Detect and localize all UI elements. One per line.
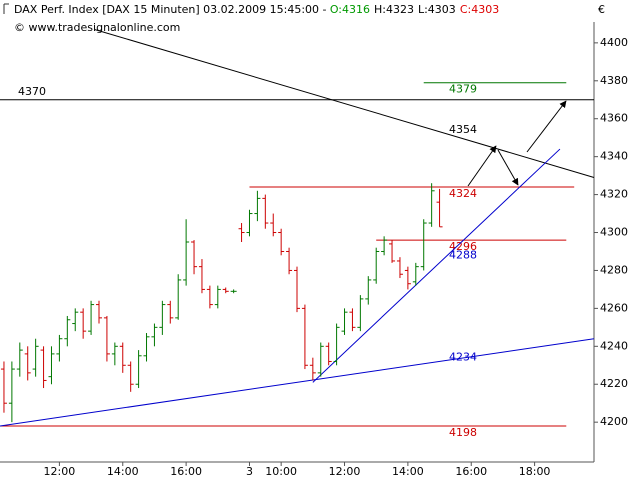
y-tick-label: 4200: [600, 415, 628, 428]
x-tick-label: 12:00: [329, 465, 361, 478]
y-tick-label: 4360: [600, 112, 628, 125]
level-label: 4296: [449, 240, 477, 253]
arrow: [526, 100, 567, 153]
level-label: 4370: [18, 85, 46, 98]
y-tick-label: 4280: [600, 263, 628, 276]
level-label: 4379: [449, 83, 477, 96]
y-tick-label: 4300: [600, 226, 628, 239]
ohlc-label: H:4323: [374, 3, 414, 16]
annotation: 4288: [449, 248, 477, 261]
chart-header: DAX Perf. Index [DAX 15 Minuten] 03.02.2…: [14, 3, 499, 16]
x-tick-label: 12:00: [44, 465, 76, 478]
y-tick-label: 4320: [600, 188, 628, 201]
chart-icon: [3, 3, 9, 14]
ohlc-label: C:4303: [460, 3, 499, 16]
trendline: [312, 148, 561, 383]
chart-subtitle: © www.tradesignalonline.com: [14, 21, 180, 34]
y-tick-label: 4400: [600, 36, 628, 49]
trendline: [0, 338, 595, 427]
x-tick-label: 16:00: [170, 465, 202, 478]
annotation: 4234: [449, 351, 477, 364]
chart-title: DAX Perf. Index [DAX 15 Minuten] 03.02.2…: [14, 3, 327, 16]
x-tick-label: 3: [246, 465, 253, 478]
x-tick-label: 14:00: [392, 465, 424, 478]
x-tick-label: 16:00: [455, 465, 487, 478]
annotation: 4354: [449, 123, 477, 136]
currency: €: [598, 3, 605, 16]
arrow: [467, 145, 497, 187]
trendline: [94, 29, 595, 178]
ohlc-label: O:4316: [330, 3, 370, 16]
x-tick-label: 18:00: [519, 465, 551, 478]
x-tick-label: 14:00: [107, 465, 139, 478]
arrow: [497, 149, 519, 186]
y-tick-label: 4340: [600, 150, 628, 163]
ohlc-label: L:4303: [418, 3, 456, 16]
level-label: 4198: [449, 426, 477, 439]
y-tick-label: 4260: [600, 301, 628, 314]
y-tick-label: 4380: [600, 74, 628, 87]
level-label: 4324: [449, 187, 477, 200]
y-tick-label: 4220: [600, 377, 628, 390]
x-tick-label: 10:00: [265, 465, 297, 478]
y-tick-label: 4240: [600, 339, 628, 352]
